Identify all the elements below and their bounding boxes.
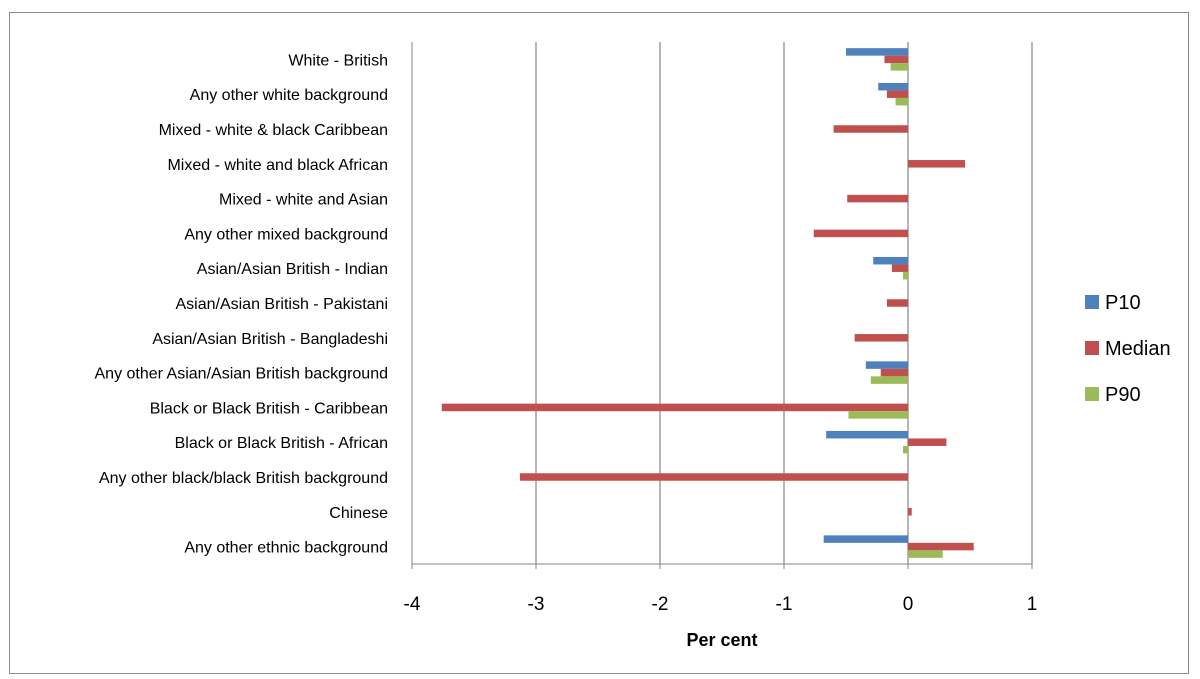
bar-p90 — [848, 411, 908, 419]
bar-median — [886, 299, 908, 307]
category-label: Any other mixed background — [184, 226, 388, 243]
bar-median — [813, 229, 908, 238]
legend-label-median: Median — [1105, 338, 1171, 360]
category-label: Any other ethnic background — [184, 540, 388, 557]
bars — [441, 48, 974, 558]
x-axis-title: Per cent — [686, 630, 757, 650]
bar-median — [833, 125, 908, 133]
legend-swatch-median — [1085, 341, 1099, 355]
category-label: Any other white background — [190, 87, 388, 104]
bar-median — [908, 438, 947, 446]
legend: P10 Median P90 — [1085, 292, 1171, 406]
bar-median — [441, 403, 908, 412]
bar-median — [908, 160, 966, 168]
x-tick-label: -4 — [404, 594, 421, 615]
bar-median — [519, 473, 908, 481]
bar-median — [880, 368, 908, 377]
bar-p10 — [878, 82, 908, 91]
bar-p90 — [908, 550, 943, 558]
bar-median — [886, 90, 908, 98]
x-tick-label: -2 — [652, 594, 669, 615]
category-label: Asian/Asian British - Pakistani — [175, 296, 388, 313]
legend-label-p10: P10 — [1105, 292, 1141, 314]
category-label: White - British — [288, 52, 388, 69]
bar-median — [908, 508, 912, 516]
x-tick-label: -1 — [776, 594, 793, 615]
bar-median — [891, 264, 908, 272]
category-label: Black or Black British - African — [175, 435, 388, 452]
bar-p10 — [865, 361, 908, 369]
bar-p90 — [870, 376, 908, 384]
x-tick-label: 1 — [1027, 594, 1038, 615]
x-tick-label: 0 — [903, 594, 914, 615]
category-label: Any other Asian/Asian British background — [95, 366, 389, 383]
category-label: Asian/Asian British - Indian — [197, 261, 388, 278]
bar-median — [847, 194, 908, 203]
bar-p90 — [903, 445, 908, 454]
bar-median — [908, 542, 974, 551]
grid-lines — [411, 42, 1033, 569]
bar-p10 — [846, 48, 908, 56]
bar-median — [854, 334, 908, 342]
category-label: Black or Black British - Caribbean — [150, 400, 388, 417]
category-label: Asian/Asian British - Bangladeshi — [152, 331, 388, 348]
category-label: Chinese — [329, 505, 388, 522]
bar-p90 — [895, 97, 908, 106]
x-tick-label: -3 — [528, 594, 545, 615]
bar-median — [884, 55, 908, 64]
category-label: Mixed - white & black Caribbean — [159, 122, 388, 139]
bar-p10 — [823, 535, 908, 543]
legend-swatch-p10 — [1085, 295, 1099, 309]
legend-swatch-p90 — [1085, 387, 1099, 401]
bar-p10 — [873, 256, 908, 265]
bar-p10 — [826, 430, 908, 439]
category-label: Any other black/black British background — [99, 470, 388, 487]
category-label: Mixed - white and black African — [167, 157, 388, 174]
category-label: Mixed - white and Asian — [219, 192, 388, 209]
bar-p90 — [890, 63, 908, 71]
x-tick-labels: -4 -3 -2 -1 0 1 — [404, 594, 1038, 615]
category-labels: White - British Any other white backgroun… — [95, 52, 389, 556]
legend-label-p90: P90 — [1105, 384, 1141, 406]
bar-p90 — [903, 271, 908, 280]
